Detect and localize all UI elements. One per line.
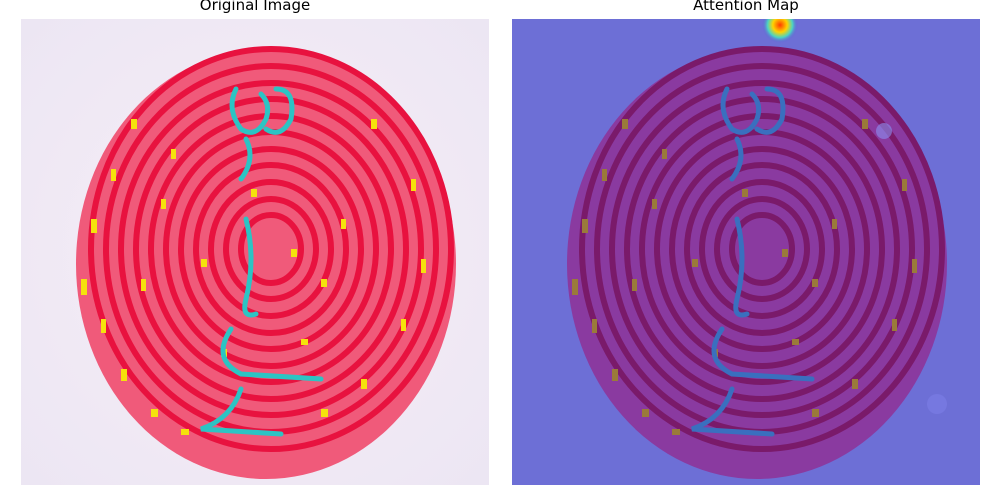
- attention-map-title: Attention Map: [693, 0, 799, 14]
- original-fingerprint-image: [21, 19, 489, 485]
- original-image-title: Original Image: [199, 0, 311, 14]
- attention-map-panel: Attention Map: [512, 0, 980, 490]
- original-image-panel: Original Image: [21, 0, 489, 490]
- attention-map-image: [512, 19, 980, 485]
